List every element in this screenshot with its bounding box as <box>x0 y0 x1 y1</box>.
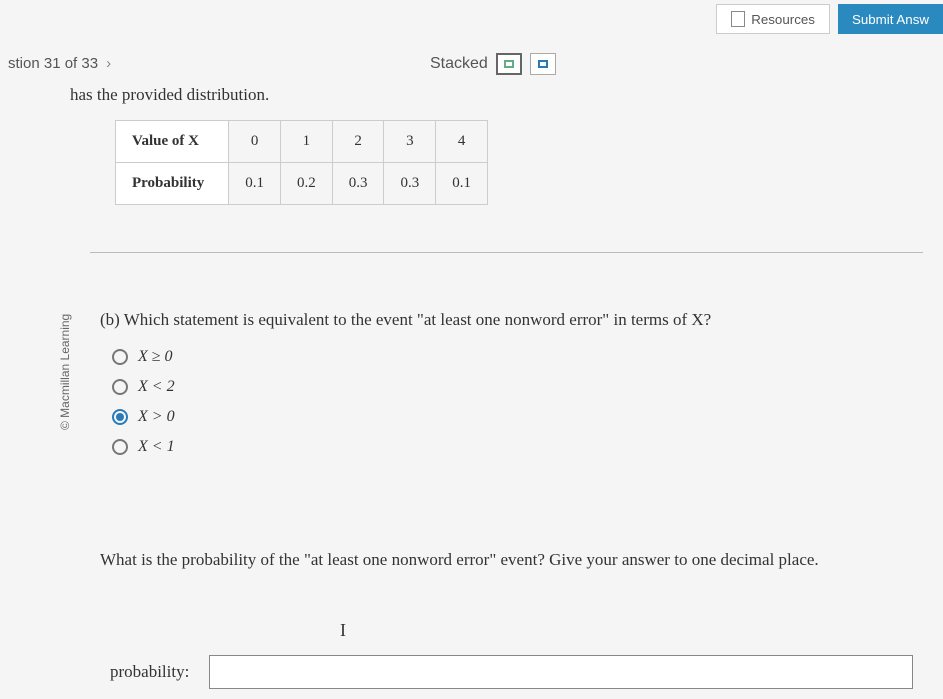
options-list: X ≥ 0 X < 2 X > 0 X < 1 <box>112 348 913 456</box>
view-mode-group: Stacked <box>430 53 556 75</box>
intro-text: has the provided distribution. <box>70 85 269 105</box>
distribution-table: Value of X 0 1 2 3 4 Probability 0.1 0.2… <box>115 120 488 205</box>
table-row: Value of X 0 1 2 3 4 <box>116 121 488 163</box>
question-counter: stion 31 of 33 <box>8 55 98 72</box>
view-stacked-button[interactable] <box>496 53 522 75</box>
text-cursor-icon: I <box>340 620 346 641</box>
copyright-text: © Macmillan Learning <box>58 314 72 430</box>
table-cell: 0.1 <box>229 163 281 205</box>
stacked-view-icon <box>504 60 514 68</box>
option-x-gte-0[interactable]: X ≥ 0 <box>112 348 913 366</box>
prob-row-header: Probability <box>116 163 229 205</box>
table-cell: 1 <box>280 121 332 163</box>
option-x-lt-2[interactable]: X < 2 <box>112 378 913 396</box>
radio-icon <box>112 409 128 425</box>
answer-row: probability: <box>110 655 913 689</box>
resources-label: Resources <box>751 12 815 27</box>
document-icon <box>731 11 745 27</box>
section-divider <box>90 252 923 253</box>
table-cell: 0.1 <box>436 163 488 205</box>
view-single-button[interactable] <box>530 53 556 75</box>
stacked-label: Stacked <box>430 55 488 73</box>
option-x-gt-0[interactable]: X > 0 <box>112 408 913 426</box>
table-cell: 2 <box>332 121 384 163</box>
question-nav: stion 31 of 33 › Stacked <box>0 55 943 72</box>
submit-answer-button[interactable]: Submit Answ <box>838 4 943 34</box>
value-row-header: Value of X <box>116 121 229 163</box>
radio-icon <box>112 379 128 395</box>
radio-icon <box>112 349 128 365</box>
option-label: X > 0 <box>138 408 175 426</box>
single-view-icon <box>538 60 548 68</box>
top-bar: Resources Submit Answ <box>716 0 943 34</box>
part-b-section: (b) Which statement is equivalent to the… <box>100 310 913 456</box>
resources-button[interactable]: Resources <box>716 4 830 34</box>
option-label: X < 2 <box>138 378 175 396</box>
part-b-prompt: (b) Which statement is equivalent to the… <box>100 310 913 330</box>
next-question-chevron-icon[interactable]: › <box>106 55 111 72</box>
option-label: X ≥ 0 <box>138 348 173 366</box>
table-cell: 0.2 <box>280 163 332 205</box>
option-label: X < 1 <box>138 438 175 456</box>
followup-prompt: What is the probability of the "at least… <box>100 550 913 570</box>
option-x-lt-1[interactable]: X < 1 <box>112 438 913 456</box>
radio-icon <box>112 439 128 455</box>
probability-label: probability: <box>110 662 189 682</box>
probability-input[interactable] <box>209 655 913 689</box>
table-cell: 0.3 <box>332 163 384 205</box>
table-cell: 3 <box>384 121 436 163</box>
table-cell: 0 <box>229 121 281 163</box>
table-cell: 4 <box>436 121 488 163</box>
table-row: Probability 0.1 0.2 0.3 0.3 0.1 <box>116 163 488 205</box>
table-cell: 0.3 <box>384 163 436 205</box>
